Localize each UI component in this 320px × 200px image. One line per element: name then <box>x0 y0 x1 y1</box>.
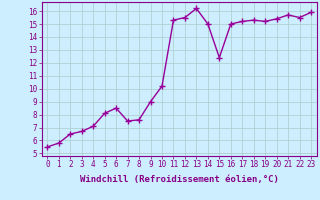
X-axis label: Windchill (Refroidissement éolien,°C): Windchill (Refroidissement éolien,°C) <box>80 175 279 184</box>
